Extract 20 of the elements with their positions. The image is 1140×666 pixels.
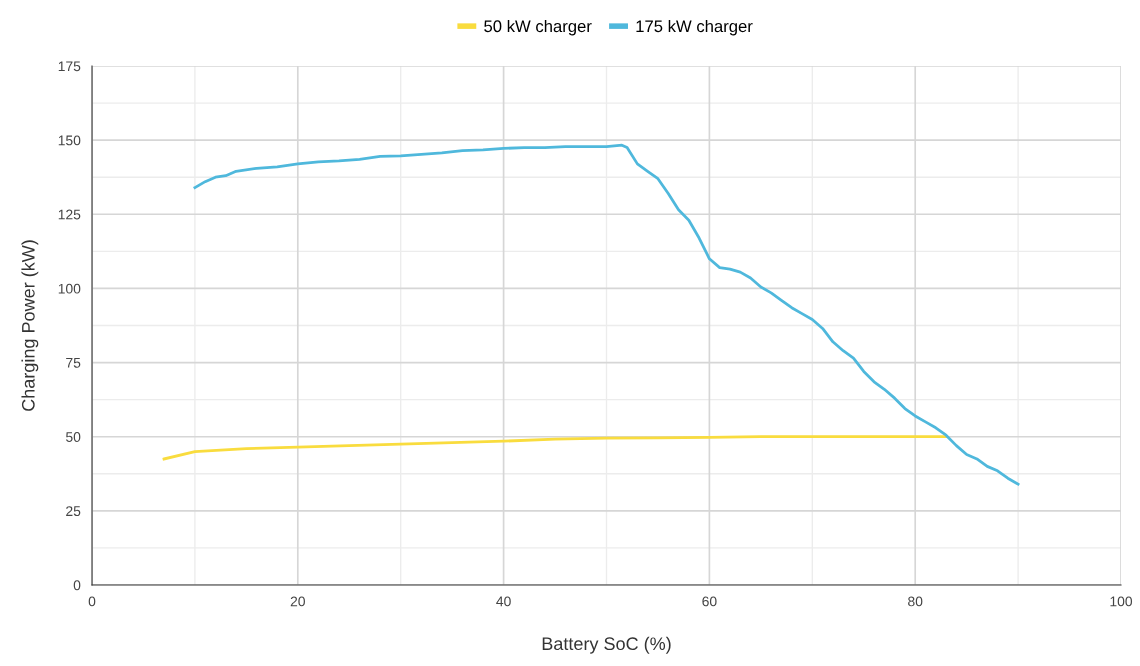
y-axis-title: Charging Power (kW) [21, 240, 39, 411]
x-tick-label: 40 [496, 596, 511, 607]
line-series [162, 435, 948, 461]
x-tick-label: 0 [88, 596, 96, 607]
x-axis-title: Battery SoC (%) [542, 636, 671, 654]
y-tick-label: 0 [73, 580, 81, 591]
x-tick-label: 100 [1110, 596, 1133, 607]
y-tick-label: 75 [66, 358, 81, 368]
line-series [193, 143, 1020, 486]
y-tick-label: 25 [66, 506, 81, 517]
x-tick-label: 60 [702, 596, 717, 607]
y-tick-label: 175 [58, 61, 81, 72]
y-tick-label: 150 [58, 135, 81, 146]
legend-label: 175 kW charger [636, 19, 753, 36]
x-tick-label: 80 [908, 596, 923, 607]
x-tick-label: 20 [290, 596, 305, 607]
y-tick-label: 100 [58, 283, 81, 294]
legend-label: 50 kW charger [484, 19, 592, 36]
y-tick-label: 125 [58, 209, 81, 220]
y-tick-label: 50 [66, 432, 81, 442]
